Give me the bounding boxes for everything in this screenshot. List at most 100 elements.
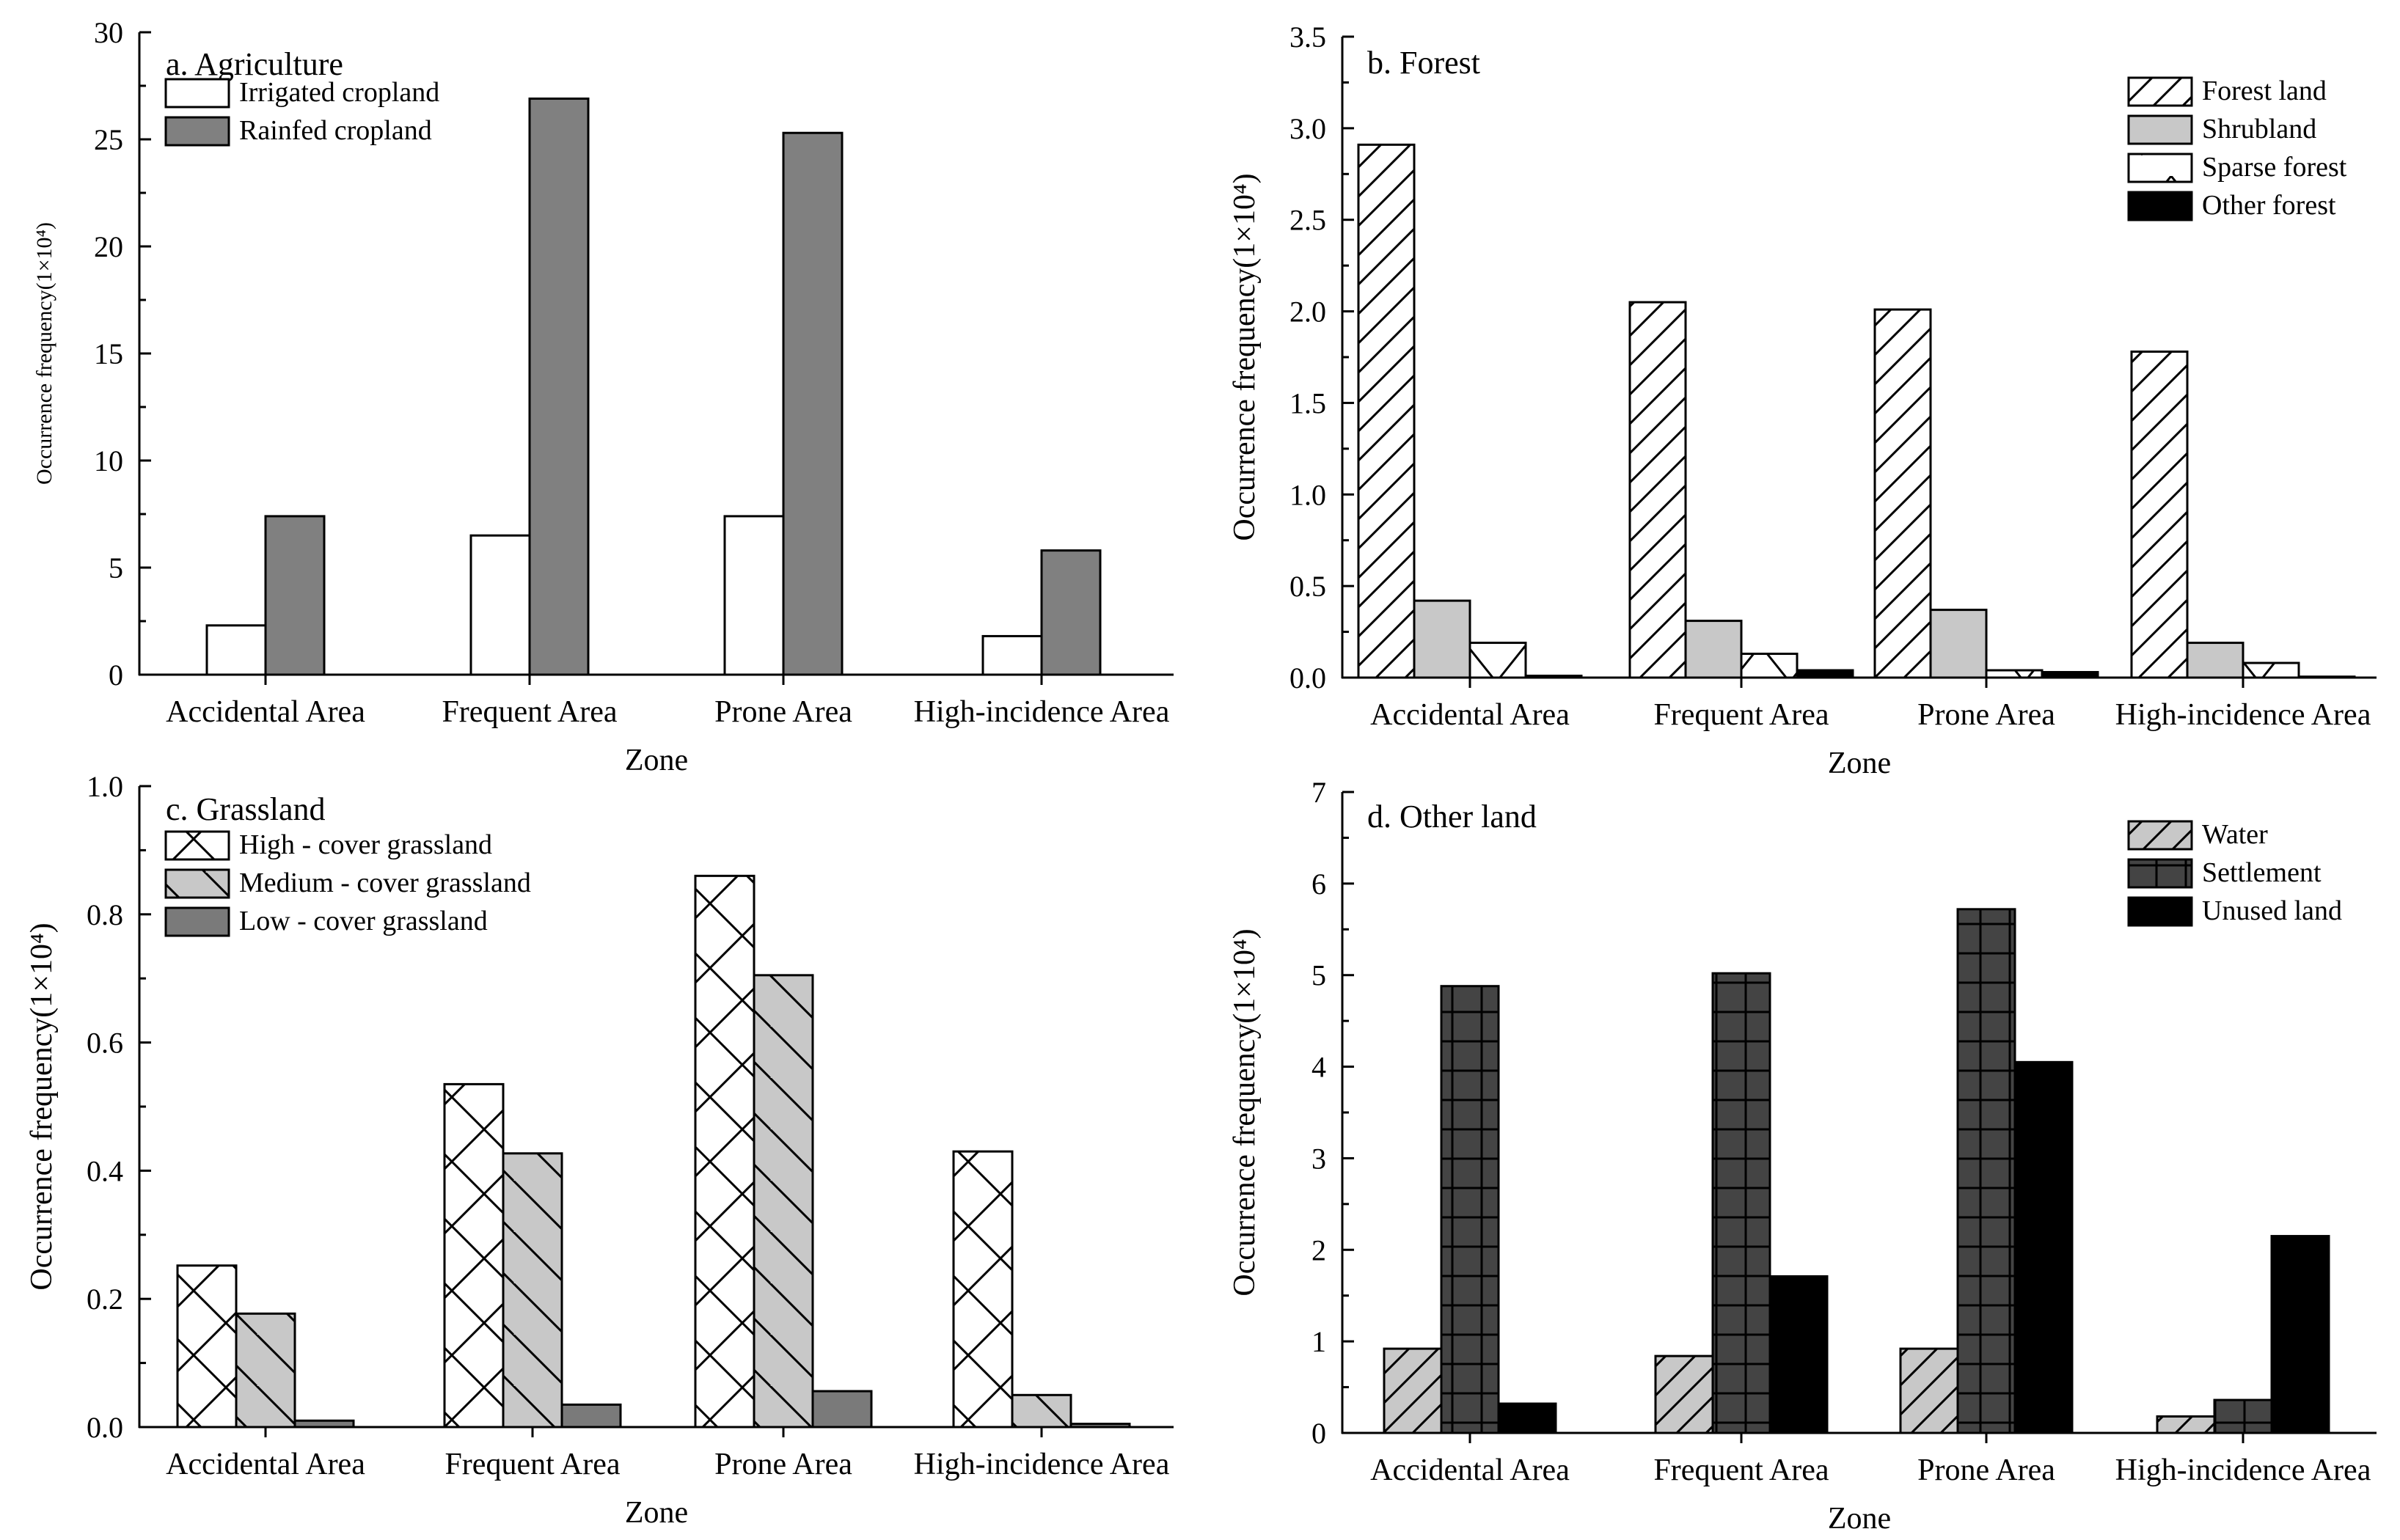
y-tick-label: 30 xyxy=(94,16,123,49)
x-axis-label: Zone xyxy=(625,1496,688,1530)
legend-label: Forest land xyxy=(2202,76,2327,106)
legend-swatch xyxy=(164,830,230,861)
y-tick-label: 6 xyxy=(1311,868,1326,901)
x-tick-label: Prone Area xyxy=(714,1448,852,1481)
bar xyxy=(176,1264,238,1429)
y-tick-label: 0.5 xyxy=(1289,570,1326,603)
y-tick-label: 20 xyxy=(94,230,123,263)
bar xyxy=(469,534,531,676)
bar xyxy=(1011,1393,1072,1429)
x-tick-label: Accidental Area xyxy=(1370,1453,1570,1487)
y-tick-label: 0.6 xyxy=(87,1027,123,1060)
bar xyxy=(2186,642,2244,679)
bar xyxy=(205,624,267,676)
bar xyxy=(443,1082,505,1429)
bar xyxy=(560,1403,622,1429)
bar xyxy=(782,131,844,676)
y-axis-label: Occurrence frequency(1×10⁴) xyxy=(32,222,56,485)
y-tick-label: 4 xyxy=(1311,1051,1326,1084)
x-tick-label: Frequent Area xyxy=(442,695,617,729)
x-tick-label: Accidental Area xyxy=(166,695,365,729)
bar xyxy=(1684,620,1743,679)
legend-swatch xyxy=(164,868,230,899)
y-tick-label: 2.0 xyxy=(1289,296,1326,329)
bar xyxy=(1357,143,1416,679)
x-tick-label: High-incidence Area xyxy=(914,1448,1170,1481)
bar xyxy=(1740,653,1799,679)
legend-swatch xyxy=(2127,76,2193,107)
y-tick-label: 0.8 xyxy=(87,898,123,931)
x-tick-label: Accidental Area xyxy=(166,1448,365,1481)
legend-label: Settlement xyxy=(2202,857,2322,888)
y-tick-label: 5 xyxy=(109,551,123,584)
bar xyxy=(1468,642,1527,679)
bar xyxy=(1413,599,1471,679)
bar xyxy=(2270,1235,2330,1434)
y-axis-label: Occurrence frequency(1×10⁴) xyxy=(1228,173,1262,540)
bar xyxy=(1929,609,1988,679)
y-tick-label: 1.5 xyxy=(1289,386,1326,419)
bar xyxy=(811,1390,873,1429)
bar xyxy=(2213,1398,2273,1434)
bar xyxy=(235,1312,296,1429)
y-tick-label: 7 xyxy=(1311,776,1326,809)
bar xyxy=(2130,351,2189,679)
y-tick-label: 0 xyxy=(1311,1417,1326,1450)
x-tick-label: High-incidence Area xyxy=(914,695,1170,729)
legend-label: Shrubland xyxy=(2202,114,2316,144)
y-tick-label: 1 xyxy=(1311,1325,1326,1358)
chart-panel-b: 0.0 0.5 1.0 1.5 2.0 2.5 3.0 3.5 Accidental Area F… xyxy=(1228,21,2377,780)
bar xyxy=(1768,1275,1829,1434)
bar xyxy=(981,634,1043,676)
bar xyxy=(1711,972,1771,1434)
bar xyxy=(502,1152,563,1429)
legend-swatch xyxy=(2127,114,2193,145)
legend-swatch xyxy=(2127,858,2193,889)
bar xyxy=(1654,1354,1714,1434)
y-axis-label: Occurrence frequency(1×10⁴) xyxy=(25,923,59,1290)
y-tick-label: 3.5 xyxy=(1289,21,1326,54)
bar xyxy=(1383,1347,1443,1434)
y-tick-label: 2 xyxy=(1311,1233,1326,1266)
bar xyxy=(1899,1347,1959,1434)
chart-panel-c: 0.0 0.2 0.4 0.6 0.8 1.0 Accidental Area Frequen… xyxy=(25,770,1174,1530)
chart-title: c. Grassland xyxy=(166,791,326,827)
legend-swatch xyxy=(2127,153,2193,183)
y-tick-label: 15 xyxy=(94,337,123,370)
chart-title: a. Agriculture xyxy=(166,46,343,82)
bar xyxy=(753,974,814,1429)
bar xyxy=(1440,985,1500,1434)
y-tick-label: 2.5 xyxy=(1289,204,1326,237)
y-tick-label: 3 xyxy=(1311,1142,1326,1175)
y-tick-label: 10 xyxy=(94,444,123,477)
bar xyxy=(264,515,326,676)
legend-swatch xyxy=(164,116,230,147)
y-tick-label: 0 xyxy=(109,659,123,692)
y-axis-label: Occurrence frequency(1×10⁴) xyxy=(1228,928,1262,1296)
x-axis-label: Zone xyxy=(625,744,688,777)
x-tick-label: High-incidence Area xyxy=(2115,698,2371,732)
bar xyxy=(2156,1415,2216,1434)
legend-label: High - cover grassland xyxy=(239,829,492,860)
legend-label: Low - cover grassland xyxy=(239,906,488,936)
y-tick-label: 1.0 xyxy=(1289,478,1326,511)
legend-label: Sparse forest xyxy=(2202,152,2347,183)
bar xyxy=(1956,908,2016,1434)
chart-title: b. Forest xyxy=(1367,45,1480,81)
legend-swatch xyxy=(2127,896,2193,927)
bar xyxy=(1628,301,1687,679)
x-tick-label: Frequent Area xyxy=(1653,1453,1829,1487)
x-tick-label: Prone Area xyxy=(714,695,852,729)
legend-label: Irrigated cropland xyxy=(239,77,439,108)
legend-swatch xyxy=(164,78,230,109)
chart-panel-a: 0 5 10 15 20 25 30 Accidental Area Frequent Area… xyxy=(32,16,1174,777)
bar xyxy=(528,98,590,676)
bar xyxy=(2242,661,2300,679)
x-tick-label: High-incidence Area xyxy=(2115,1453,2371,1487)
y-tick-label: 0.0 xyxy=(1289,661,1326,694)
y-tick-label: 3.0 xyxy=(1289,112,1326,145)
bar xyxy=(2013,1060,2074,1434)
x-tick-label: Accidental Area xyxy=(1370,698,1570,732)
